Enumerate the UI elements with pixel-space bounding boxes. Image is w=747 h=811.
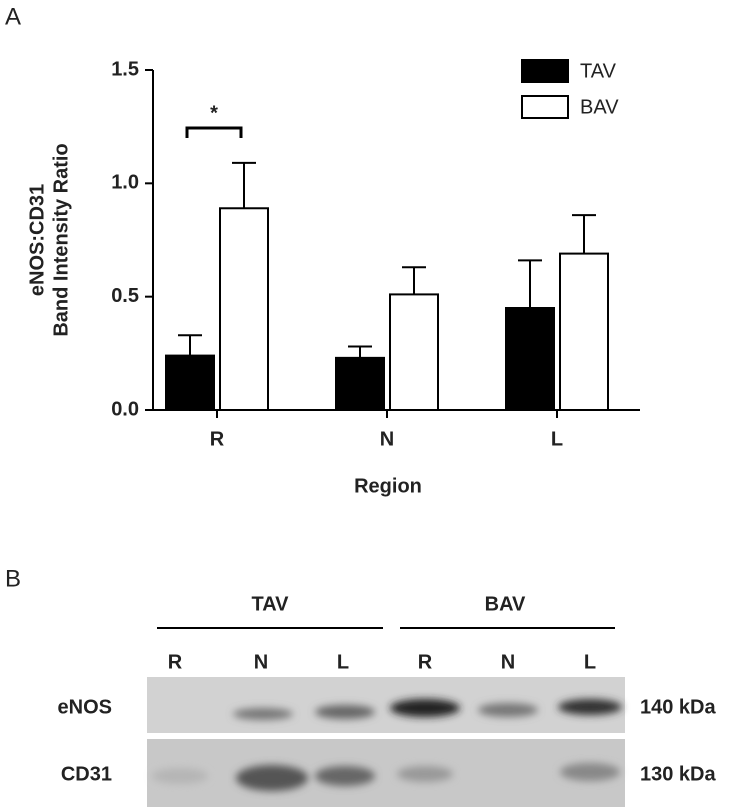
legend-label: BAV (580, 96, 619, 118)
y-tick-label: 0.5 (111, 285, 139, 307)
x-tick-label: R (210, 428, 225, 450)
lane-label: N (501, 651, 515, 673)
blot-strip (147, 677, 625, 733)
bar (335, 356, 385, 412)
size-label: 130 kDa (640, 763, 716, 785)
band (558, 699, 622, 715)
lane-label: R (168, 651, 183, 673)
blot-strip (147, 739, 625, 807)
bar (389, 293, 439, 411)
bar (165, 354, 215, 412)
band (236, 765, 308, 791)
band (315, 705, 375, 719)
y-tick-label: 1.0 (111, 172, 139, 194)
band (390, 699, 460, 717)
x-axis-label: Region (354, 475, 422, 497)
panel-label: B (5, 565, 21, 592)
y-tick-label: 0.0 (111, 398, 139, 420)
x-tick-label: N (380, 428, 394, 450)
lane-label: L (337, 651, 349, 673)
band (315, 766, 375, 786)
x-tick-label: L (551, 428, 563, 450)
legend-swatch (521, 59, 569, 83)
lane-label: N (254, 651, 268, 673)
legend-label: TAV (580, 60, 617, 82)
band (152, 768, 208, 784)
bar (505, 307, 555, 411)
size-label: 140 kDa (640, 696, 716, 718)
band (478, 703, 538, 717)
band (560, 763, 620, 781)
bar (559, 252, 609, 411)
chart: 0.0 0.5 1.0 1.5 eNOS:CD31 Band Intensity Rati… (26, 58, 640, 497)
row-label: eNOS (58, 696, 112, 718)
group-label: BAV (485, 593, 526, 615)
significance-star: * (210, 102, 218, 124)
group-label: TAV (251, 593, 289, 615)
y-tick-label: 1.5 (111, 58, 139, 80)
row-label: CD31 (61, 763, 112, 785)
y-axis-label: eNOS:CD31 (26, 184, 48, 296)
band (233, 708, 293, 720)
lane-label: R (418, 651, 433, 673)
legend-swatch (521, 95, 569, 119)
significance-bracket (185, 126, 243, 138)
bar (219, 207, 269, 411)
lane-label: L (584, 651, 596, 673)
bands (152, 699, 622, 791)
band (397, 766, 453, 782)
panel-label: A (5, 3, 21, 30)
y-axis-label: Band Intensity Ratio (50, 143, 72, 336)
